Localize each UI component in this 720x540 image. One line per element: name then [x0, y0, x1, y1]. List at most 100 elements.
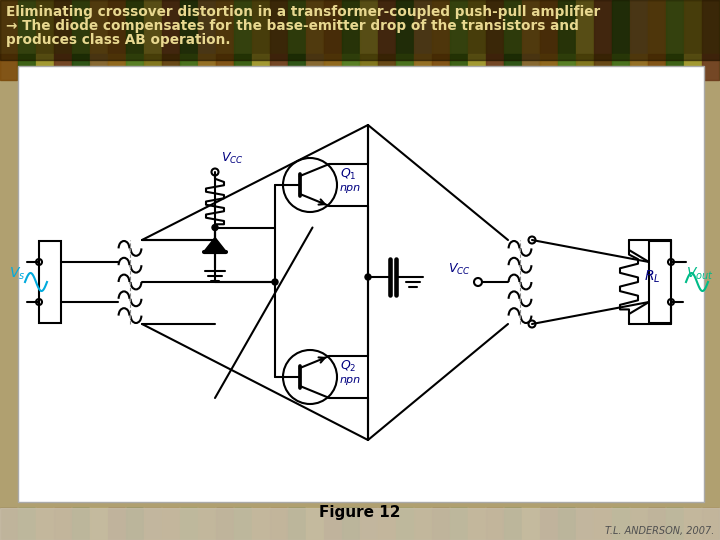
Bar	[414, 54, 431, 80]
Bar	[306, 0, 323, 60]
Bar	[306, 54, 323, 80]
Bar	[666, 54, 683, 80]
Circle shape	[272, 279, 278, 285]
Bar	[342, 54, 359, 80]
Bar	[486, 54, 503, 80]
Bar	[72, 508, 89, 540]
Text: Eliminating crossover distortion in a transformer-coupled push-pull amplifier: Eliminating crossover distortion in a tr…	[6, 5, 600, 19]
Bar	[306, 508, 323, 540]
Bar	[108, 508, 125, 540]
Bar	[594, 54, 611, 80]
Bar	[540, 0, 557, 60]
Bar	[486, 508, 503, 540]
Bar	[486, 0, 503, 60]
Bar	[0, 54, 17, 80]
Bar	[612, 54, 629, 80]
Bar	[252, 0, 269, 60]
Bar	[396, 508, 413, 540]
Circle shape	[365, 274, 371, 280]
Bar	[558, 54, 575, 80]
Bar	[180, 508, 197, 540]
Bar	[234, 508, 251, 540]
Bar	[702, 54, 719, 80]
Bar	[360, 0, 377, 60]
Bar	[162, 508, 179, 540]
Bar	[144, 508, 161, 540]
Bar	[648, 54, 665, 80]
Text: $V_{CC}$: $V_{CC}$	[221, 151, 244, 166]
Bar	[270, 54, 287, 80]
Bar	[288, 0, 305, 60]
Bar	[414, 0, 431, 60]
Bar	[630, 0, 647, 60]
Bar	[702, 508, 719, 540]
Bar	[54, 508, 71, 540]
Bar	[450, 0, 467, 60]
Bar	[504, 0, 521, 60]
Bar	[18, 508, 35, 540]
Bar	[144, 0, 161, 60]
Bar	[522, 508, 539, 540]
Bar	[432, 508, 449, 540]
Bar	[36, 0, 53, 60]
Bar	[378, 0, 395, 60]
Polygon shape	[204, 238, 226, 252]
Bar	[90, 0, 107, 60]
Bar	[684, 508, 701, 540]
Bar	[90, 54, 107, 80]
Bar	[39, 241, 61, 323]
Bar	[126, 54, 143, 80]
Bar	[468, 508, 485, 540]
Text: → The diode compensates for the base-emitter drop of the transistors and: → The diode compensates for the base-emi…	[6, 19, 579, 33]
Bar	[162, 54, 179, 80]
Bar	[198, 508, 215, 540]
Bar	[378, 54, 395, 80]
Bar	[0, 0, 17, 60]
Bar	[360, 508, 377, 540]
Text: $V_s$: $V_s$	[9, 266, 25, 282]
Bar	[54, 0, 71, 60]
Circle shape	[212, 225, 218, 231]
Bar	[522, 0, 539, 60]
Bar	[702, 0, 719, 60]
Text: $R_L$: $R_L$	[644, 269, 660, 285]
Bar	[630, 54, 647, 80]
Text: Figure 12: Figure 12	[319, 505, 401, 520]
Bar	[666, 0, 683, 60]
Bar	[666, 508, 683, 540]
Bar	[198, 0, 215, 60]
Bar	[216, 0, 233, 60]
Bar	[576, 54, 593, 80]
Bar	[504, 508, 521, 540]
Bar	[504, 54, 521, 80]
Bar	[342, 508, 359, 540]
Bar	[468, 0, 485, 60]
Text: $Q_2$: $Q_2$	[340, 359, 356, 374]
Text: $V_{out}$: $V_{out}$	[686, 266, 714, 282]
Bar	[324, 0, 341, 60]
Bar	[612, 508, 629, 540]
Bar	[342, 0, 359, 60]
Bar	[36, 54, 53, 80]
Bar	[126, 508, 143, 540]
Bar	[432, 0, 449, 60]
Bar	[162, 0, 179, 60]
Bar	[649, 241, 671, 323]
Bar	[648, 0, 665, 60]
Bar	[180, 54, 197, 80]
Bar	[576, 0, 593, 60]
Bar	[234, 0, 251, 60]
Bar	[18, 66, 704, 502]
Bar	[396, 54, 413, 80]
Bar	[0, 508, 17, 540]
Bar	[252, 508, 269, 540]
Bar	[270, 508, 287, 540]
Bar	[594, 0, 611, 60]
Bar	[0, 508, 720, 540]
Bar	[180, 0, 197, 60]
Bar	[432, 54, 449, 80]
Bar	[540, 508, 557, 540]
Text: produces class AB operation.: produces class AB operation.	[6, 33, 230, 47]
Bar	[594, 508, 611, 540]
Bar	[522, 54, 539, 80]
